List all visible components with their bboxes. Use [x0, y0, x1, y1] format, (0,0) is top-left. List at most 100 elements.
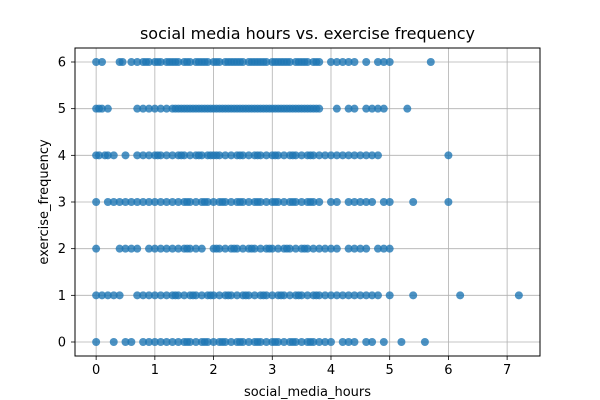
data-point — [92, 291, 101, 300]
data-point — [115, 291, 124, 300]
data-point — [186, 58, 195, 66]
data-point — [373, 151, 382, 160]
data-point — [150, 244, 159, 253]
data-point — [379, 58, 388, 66]
data-point — [139, 151, 148, 160]
data-point — [121, 338, 130, 346]
data-point — [350, 244, 359, 253]
data-point — [133, 291, 142, 300]
data-point — [150, 104, 159, 113]
data-point — [174, 338, 183, 346]
data-point — [297, 151, 306, 160]
data-point — [326, 151, 335, 160]
data-point — [191, 338, 200, 346]
data-point — [139, 291, 148, 300]
data-point — [118, 58, 127, 66]
data-point — [250, 244, 259, 253]
data-point — [92, 338, 101, 346]
data-point — [162, 198, 171, 206]
data-point — [385, 198, 394, 206]
data-point — [344, 151, 353, 160]
data-point — [121, 244, 130, 253]
data-point — [144, 104, 153, 113]
data-point — [127, 198, 136, 206]
data-point — [262, 58, 271, 66]
data-point — [373, 58, 382, 66]
data-point — [98, 58, 107, 66]
data-point — [326, 198, 335, 206]
data-point — [309, 198, 318, 206]
x-tick-label: 4 — [327, 363, 335, 378]
data-point — [244, 198, 253, 206]
y-tick-label: 2 — [58, 242, 66, 257]
data-point — [139, 198, 148, 206]
chart-title: social media hours vs. exercise frequenc… — [140, 24, 475, 43]
data-point — [303, 291, 312, 300]
data-point — [144, 198, 153, 206]
data-point — [109, 198, 118, 206]
data-point — [186, 338, 195, 346]
data-point — [156, 151, 165, 160]
data-point — [244, 291, 253, 300]
data-point — [215, 151, 224, 160]
data-point — [156, 338, 165, 346]
data-point — [197, 244, 206, 253]
data-point — [321, 244, 330, 253]
data-point — [379, 244, 388, 253]
data-point — [315, 244, 324, 253]
data-point — [162, 338, 171, 346]
data-point — [221, 151, 230, 160]
y-tick-label: 0 — [58, 336, 66, 351]
data-point — [332, 291, 341, 300]
data-point — [268, 244, 277, 253]
data-point — [186, 151, 195, 160]
data-point — [373, 104, 382, 113]
data-point — [109, 291, 118, 300]
data-point — [309, 151, 318, 160]
data-point — [350, 291, 359, 300]
data-point — [426, 58, 435, 66]
data-point — [262, 338, 271, 346]
data-point — [168, 198, 177, 206]
data-point — [233, 291, 242, 300]
data-point — [332, 244, 341, 253]
data-point — [98, 291, 107, 300]
data-point — [326, 291, 335, 300]
y-tick-label: 3 — [58, 196, 66, 211]
data-point — [203, 198, 212, 206]
data-point — [321, 291, 330, 300]
data-point — [203, 338, 212, 346]
data-point — [285, 291, 294, 300]
data-point — [256, 198, 265, 206]
data-point — [332, 104, 341, 113]
data-point — [368, 338, 377, 346]
data-point — [133, 198, 142, 206]
data-point — [162, 151, 171, 160]
data-point — [362, 58, 371, 66]
data-point — [338, 151, 347, 160]
data-point — [186, 244, 195, 253]
data-point — [233, 244, 242, 253]
data-point — [280, 198, 289, 206]
data-point — [309, 244, 318, 253]
y-tick-label: 5 — [58, 102, 66, 117]
x-tick-label: 1 — [151, 363, 159, 378]
data-point — [103, 291, 112, 300]
data-point — [297, 291, 306, 300]
data-point — [350, 104, 359, 113]
data-point — [150, 291, 159, 300]
data-point — [256, 151, 265, 160]
data-point — [326, 58, 335, 66]
data-point — [362, 151, 371, 160]
data-point — [144, 244, 153, 253]
data-point — [227, 151, 236, 160]
data-point — [379, 338, 388, 346]
data-point — [250, 291, 259, 300]
data-point — [174, 291, 183, 300]
y-axis-ticks: 0 1 2 3 4 5 6 — [58, 56, 75, 351]
data-point — [274, 244, 283, 253]
data-point — [350, 338, 359, 346]
data-point — [344, 338, 353, 346]
data-point — [191, 291, 200, 300]
